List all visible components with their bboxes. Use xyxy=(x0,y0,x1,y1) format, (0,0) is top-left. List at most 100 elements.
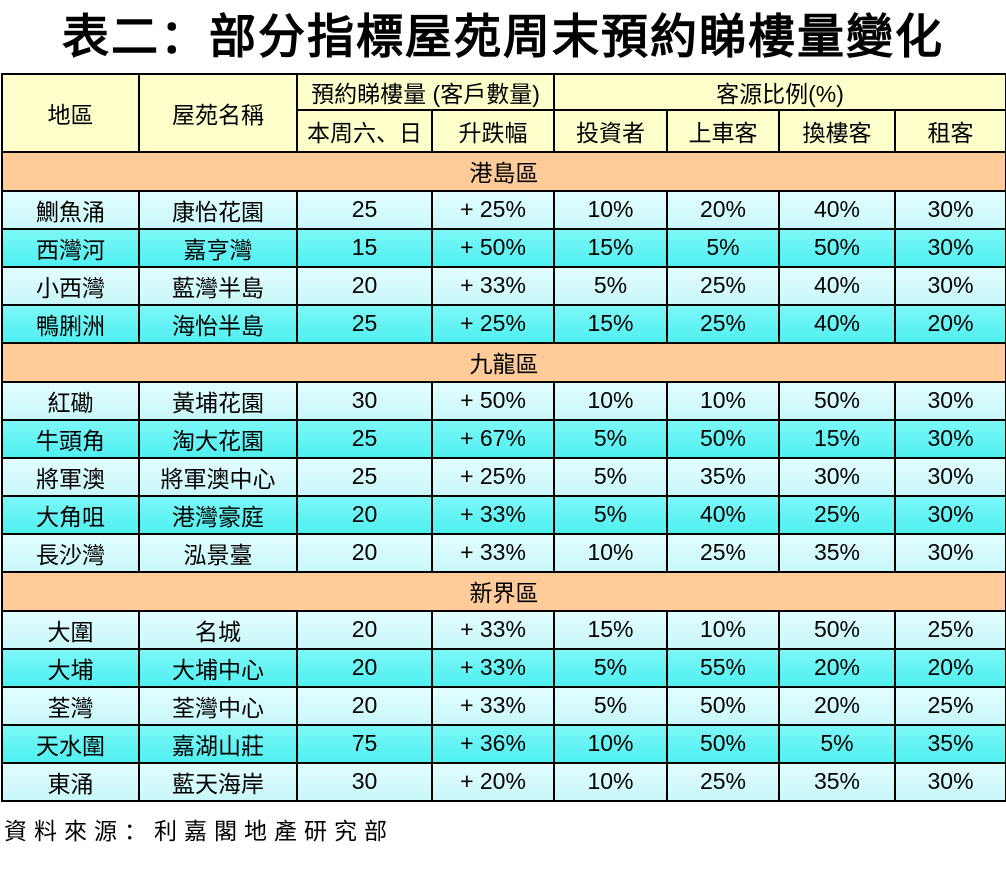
cell-tenants: 30% xyxy=(893,227,1006,268)
cell-estate: 將軍澳中心 xyxy=(138,456,298,497)
cell-first-time-buyers: 10% xyxy=(666,609,780,650)
cell-district: 天水圍 xyxy=(1,723,140,764)
cell-upgraders: 40% xyxy=(778,189,896,230)
cell-tenants: 30% xyxy=(893,265,1006,306)
cell-change: + 33% xyxy=(431,532,555,573)
cell-upgraders: 15% xyxy=(778,418,896,459)
cell-upgraders: 50% xyxy=(778,609,896,650)
cell-upgraders: 50% xyxy=(778,380,896,421)
cell-first-time-buyers: 5% xyxy=(666,227,780,268)
cell-change: + 20% xyxy=(431,761,555,802)
table-row: 西灣河 嘉亨灣 15 + 50% 15% 5% 50% 30% xyxy=(1,227,1006,268)
col-header-weekend: 本周六、日 xyxy=(296,108,433,153)
cell-change: + 33% xyxy=(431,647,555,688)
cell-bookings: 25 xyxy=(296,456,433,497)
cell-first-time-buyers: 50% xyxy=(666,418,780,459)
col-header-tenants: 租客 xyxy=(893,108,1006,153)
cell-upgraders: 35% xyxy=(778,532,896,573)
cell-district: 將軍澳 xyxy=(1,456,140,497)
cell-estate: 藍灣半島 xyxy=(138,265,298,306)
cell-change: + 25% xyxy=(431,303,555,344)
cell-change: + 33% xyxy=(431,609,555,650)
cell-investors: 5% xyxy=(553,685,668,726)
cell-bookings: 15 xyxy=(296,227,433,268)
cell-district: 大圍 xyxy=(1,609,140,650)
cell-first-time-buyers: 40% xyxy=(666,494,780,535)
cell-first-time-buyers: 50% xyxy=(666,685,780,726)
col-header-district: 地區 xyxy=(1,72,140,153)
cell-district: 紅磡 xyxy=(1,380,140,421)
cell-tenants: 20% xyxy=(893,303,1006,344)
cell-upgraders: 30% xyxy=(778,456,896,497)
cell-estate: 嘉湖山莊 xyxy=(138,723,298,764)
cell-estate: 藍天海岸 xyxy=(138,761,298,802)
cell-investors: 5% xyxy=(553,418,668,459)
cell-estate: 名城 xyxy=(138,609,298,650)
cell-bookings: 20 xyxy=(296,685,433,726)
cell-district: 荃灣 xyxy=(1,685,140,726)
cell-investors: 10% xyxy=(553,532,668,573)
cell-tenants: 25% xyxy=(893,685,1006,726)
section-row: 九龍區 xyxy=(0,341,1006,383)
cell-bookings: 25 xyxy=(296,189,433,230)
cell-upgraders: 25% xyxy=(778,494,896,535)
cell-investors: 5% xyxy=(553,494,668,535)
cell-upgraders: 40% xyxy=(778,265,896,306)
col-header-investors: 投資者 xyxy=(553,108,668,153)
table-row: 大角咀 港灣豪庭 20 + 33% 5% 40% 25% 30% xyxy=(1,494,1006,535)
cell-bookings: 25 xyxy=(296,418,433,459)
cell-investors: 15% xyxy=(553,303,668,344)
header-row-sub: 本周六、日 升跌幅 投資者 上車客 換樓客 租客 xyxy=(2,108,1006,153)
cell-district: 鰂魚涌 xyxy=(1,189,140,230)
cell-investors: 10% xyxy=(553,380,668,421)
cell-tenants: 30% xyxy=(893,761,1006,802)
cell-estate: 荃灣中心 xyxy=(138,685,298,726)
cell-district: 西灣河 xyxy=(1,227,140,268)
cell-estate: 大埔中心 xyxy=(138,647,298,688)
cell-change: + 50% xyxy=(431,380,555,421)
section-label: 九龍區 xyxy=(0,341,1006,383)
cell-tenants: 30% xyxy=(893,189,1006,230)
cell-upgraders: 20% xyxy=(778,685,896,726)
table-row: 東涌 藍天海岸 30 + 20% 10% 25% 35% 30% xyxy=(1,761,1006,802)
cell-estate: 康怡花園 xyxy=(138,189,298,230)
cell-tenants: 30% xyxy=(893,418,1006,459)
cell-first-time-buyers: 20% xyxy=(666,189,780,230)
col-header-upgraders: 換樓客 xyxy=(778,108,896,153)
col-header-estate: 屋苑名稱 xyxy=(138,72,298,153)
cell-change: + 33% xyxy=(431,494,555,535)
cell-tenants: 35% xyxy=(893,723,1006,764)
cell-change: + 25% xyxy=(431,189,555,230)
page-title: 表二：部分指標屋苑周末預約睇樓量變化 xyxy=(62,10,944,63)
cell-tenants: 20% xyxy=(893,647,1006,688)
cell-change: + 33% xyxy=(431,685,555,726)
cell-investors: 5% xyxy=(553,456,668,497)
header-row-groups: 地區 屋苑名稱 預約睇樓量 (客戶數量) 客源比例(%) xyxy=(1,72,1006,153)
cell-estate: 海怡半島 xyxy=(138,303,298,344)
cell-district: 長沙灣 xyxy=(1,532,140,573)
col-header-source-group: 客源比例(%) xyxy=(552,72,1006,111)
table-row: 小西灣 藍灣半島 20 + 33% 5% 25% 40% 30% xyxy=(1,265,1006,306)
cell-investors: 10% xyxy=(553,189,668,230)
cell-investors: 10% xyxy=(553,761,668,802)
cell-bookings: 20 xyxy=(296,647,433,688)
cell-bookings: 20 xyxy=(296,265,433,306)
cell-estate: 港灣豪庭 xyxy=(138,494,298,535)
cell-first-time-buyers: 50% xyxy=(666,723,780,764)
table-row: 大埔 大埔中心 20 + 33% 5% 55% 20% 20% xyxy=(1,647,1006,688)
table-row: 將軍澳 將軍澳中心 25 + 25% 5% 35% 30% 30% xyxy=(1,456,1006,497)
col-header-first-time-buyers: 上車客 xyxy=(666,108,780,153)
table-row: 天水圍 嘉湖山莊 75 + 36% 10% 50% 5% 35% xyxy=(1,723,1006,764)
cell-bookings: 30 xyxy=(296,380,433,421)
cell-first-time-buyers: 25% xyxy=(666,532,780,573)
table-row: 牛頭角 淘大花園 25 + 67% 5% 50% 15% 30% xyxy=(1,418,1006,459)
cell-change: + 33% xyxy=(431,265,555,306)
cell-investors: 10% xyxy=(553,723,668,764)
cell-change: + 50% xyxy=(431,227,555,268)
cell-first-time-buyers: 10% xyxy=(666,380,780,421)
cell-bookings: 75 xyxy=(296,723,433,764)
cell-change: + 36% xyxy=(431,723,555,764)
cell-tenants: 30% xyxy=(893,380,1006,421)
cell-estate: 泓景臺 xyxy=(138,532,298,573)
cell-first-time-buyers: 55% xyxy=(666,647,780,688)
